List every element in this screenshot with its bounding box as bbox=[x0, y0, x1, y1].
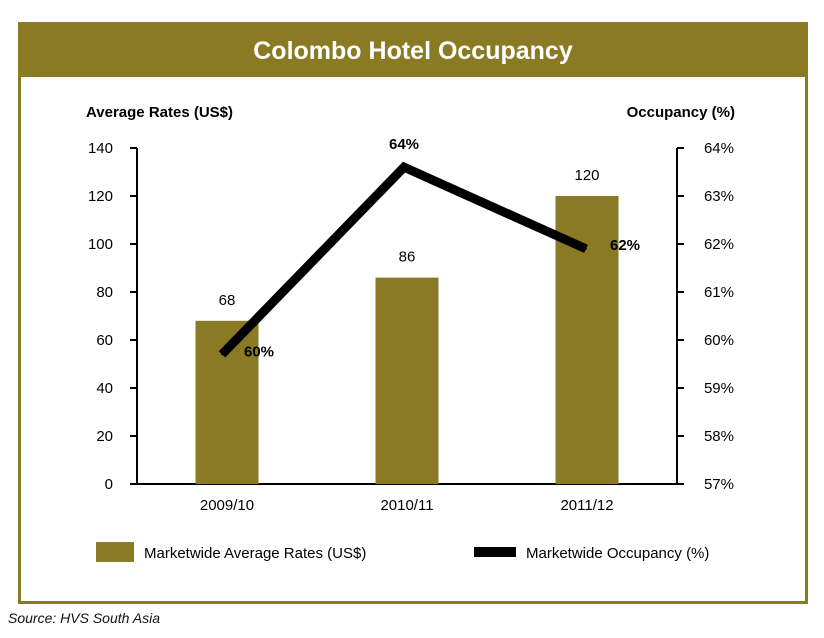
right-tick-label: 60% bbox=[704, 332, 734, 349]
title-bar: Colombo Hotel Occupancy bbox=[21, 25, 805, 77]
legend-swatch-line bbox=[474, 547, 516, 557]
right-tick-label: 61% bbox=[704, 284, 734, 301]
legend-swatch-bar bbox=[96, 542, 134, 562]
chart-title: Colombo Hotel Occupancy bbox=[253, 36, 573, 65]
left-axis-title: Average Rates (US$) bbox=[86, 104, 233, 121]
bar-value-label: 68 bbox=[219, 292, 236, 309]
right-axis-title: Occupancy (%) bbox=[627, 104, 735, 121]
left-tick-label: 80 bbox=[96, 284, 113, 301]
right-tick-label: 64% bbox=[704, 140, 734, 157]
occupancy-value-label: 64% bbox=[389, 136, 419, 153]
source-note: Source: HVS South Asia bbox=[8, 610, 161, 626]
right-tick-label: 59% bbox=[704, 380, 734, 397]
occupancy-value-label: 60% bbox=[244, 343, 274, 360]
bar-series: 68 86 120 bbox=[195, 167, 619, 484]
left-tick-label: 140 bbox=[88, 140, 113, 157]
right-tick-label: 62% bbox=[704, 236, 734, 253]
x-tick-label: 2009/10 bbox=[200, 497, 254, 514]
x-tick-label: 2011/12 bbox=[560, 497, 613, 514]
right-tick-label: 63% bbox=[704, 188, 734, 205]
left-axis-ticks: 0 20 40 60 80 100 120 140 bbox=[88, 140, 137, 493]
x-tick-label: 2010/11 bbox=[380, 497, 433, 514]
occupancy-point bbox=[585, 247, 587, 250]
bar-value-label: 86 bbox=[399, 249, 416, 266]
occupancy-point bbox=[403, 166, 405, 169]
left-tick-label: 60 bbox=[96, 332, 113, 349]
x-axis-ticks: 2009/10 2010/11 2011/12 bbox=[200, 497, 614, 514]
right-tick-label: 58% bbox=[704, 428, 734, 445]
line-series: 60% 64% 62% bbox=[218, 136, 640, 360]
occupancy-value-label: 62% bbox=[610, 237, 640, 254]
left-tick-label: 40 bbox=[96, 380, 113, 397]
legend-label-line: Marketwide Occupancy (%) bbox=[526, 545, 709, 562]
left-tick-label: 20 bbox=[96, 428, 113, 445]
right-tick-label: 57% bbox=[704, 476, 734, 493]
legend: Marketwide Average Rates (US$) Marketwid… bbox=[96, 542, 709, 562]
left-tick-label: 0 bbox=[105, 476, 113, 493]
occupancy-point bbox=[221, 353, 223, 356]
left-tick-label: 120 bbox=[88, 188, 113, 205]
bar bbox=[375, 277, 439, 484]
bar-value-label: 120 bbox=[574, 167, 599, 184]
legend-label-bar: Marketwide Average Rates (US$) bbox=[144, 545, 366, 562]
right-axis-ticks: 57% 58% 59% 60% 61% 62% 63% 64% bbox=[677, 140, 734, 493]
left-tick-label: 100 bbox=[88, 236, 113, 253]
